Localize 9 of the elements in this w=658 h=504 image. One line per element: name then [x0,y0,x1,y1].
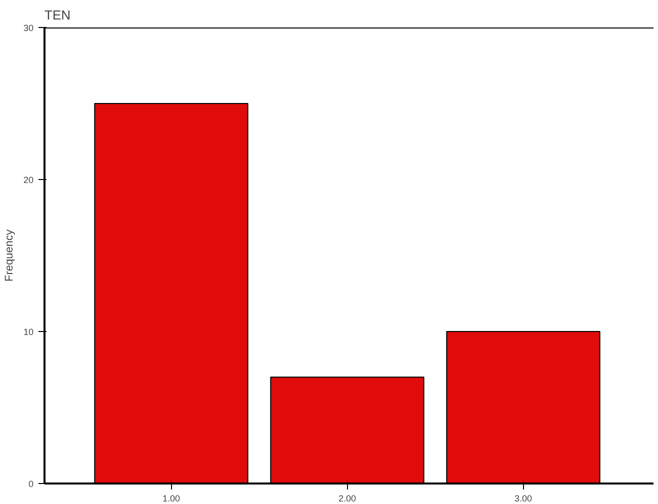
y-tick-label: 0 [28,479,34,489]
y-axis-title: Frequency [3,229,16,282]
x-tick-label: 2.00 [338,494,356,504]
chart-title: TEN [44,8,70,22]
y-tick-label: 30 [23,23,34,33]
y-tick-label: 10 [23,327,34,337]
y-tick-label: 20 [23,175,34,185]
x-tick-label: 3.00 [514,494,532,504]
x-tick-label: 1.00 [162,494,180,504]
